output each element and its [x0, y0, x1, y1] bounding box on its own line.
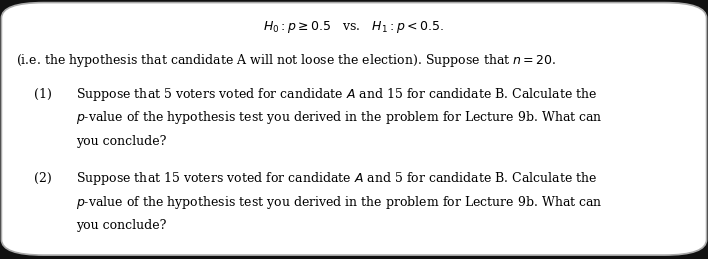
Text: you conclude?: you conclude?: [76, 135, 167, 148]
Text: (i.e. the hypothesis that candidate A will not loose the election). Suppose that: (i.e. the hypothesis that candidate A wi…: [16, 52, 556, 69]
Text: $H_0 : p \geq 0.5$   vs.   $H_1 : p < 0.5.$: $H_0 : p \geq 0.5$ vs. $H_1 : p < 0.5.$: [263, 19, 445, 35]
FancyBboxPatch shape: [1, 3, 707, 255]
Text: (2): (2): [34, 172, 52, 185]
Text: you conclude?: you conclude?: [76, 219, 167, 232]
Text: $p$-value of the hypothesis test you derived in the problem for Lecture 9b. What: $p$-value of the hypothesis test you der…: [76, 193, 603, 211]
Text: $p$-value of the hypothesis test you derived in the problem for Lecture 9b. What: $p$-value of the hypothesis test you der…: [76, 109, 603, 126]
Text: Suppose that 5 voters voted for candidate $A$ and 15 for candidate B. Calculate : Suppose that 5 voters voted for candidat…: [76, 86, 598, 103]
Text: (1): (1): [34, 88, 52, 101]
Text: Suppose that 15 voters voted for candidate $A$ and 5 for candidate B. Calculate : Suppose that 15 voters voted for candida…: [76, 170, 598, 187]
